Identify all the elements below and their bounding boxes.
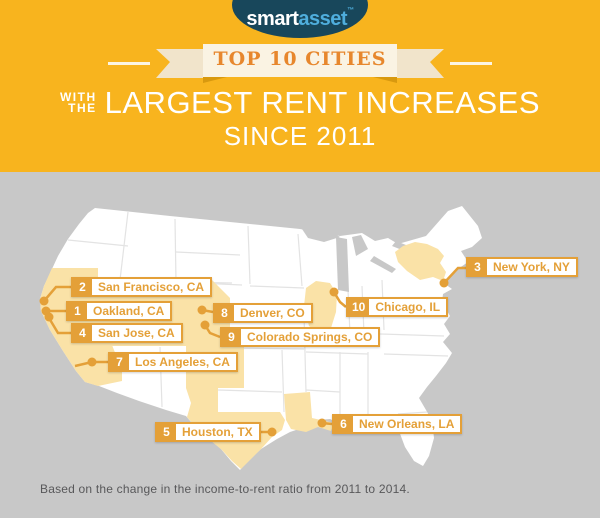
ribbon-right-dash xyxy=(450,62,492,65)
ribbon-left-fold xyxy=(203,77,227,83)
city-dot-4 xyxy=(44,312,54,322)
ribbon-panel xyxy=(203,44,397,77)
lake-superior xyxy=(302,226,340,242)
ribbon-right-fold xyxy=(373,77,397,83)
connector-line-2 xyxy=(43,285,71,302)
city-dot-7 xyxy=(87,357,97,367)
headline-prefix-line1: WITH xyxy=(59,90,97,104)
ribbon-right-tail xyxy=(397,49,444,78)
city-dot-5 xyxy=(267,427,277,437)
ribbon-left-dash xyxy=(108,62,150,65)
state-new-york xyxy=(395,242,446,281)
trademark-symbol: ™ xyxy=(347,7,354,14)
city-dot-2 xyxy=(39,296,49,306)
us-map xyxy=(39,206,482,470)
connector-line-4 xyxy=(47,317,71,335)
headline-prefix-line2: THE xyxy=(68,101,97,115)
ribbon-banner xyxy=(108,44,492,83)
headline-subtitle: SINCE 2011 xyxy=(223,121,377,151)
lake-huron xyxy=(352,235,368,256)
lake-erie xyxy=(370,256,396,273)
logo-word-asset: asset xyxy=(298,8,348,30)
connector-line-3 xyxy=(443,266,466,284)
connector-layer xyxy=(39,266,466,437)
city-dot-8 xyxy=(197,305,207,315)
ribbon-left-tail xyxy=(156,49,203,78)
headline-prefix: WITH THE xyxy=(59,90,97,115)
footnote: Based on the change in the income-to-ren… xyxy=(40,482,410,496)
headline-row: WITH THE LARGEST RENT INCREASES xyxy=(60,86,540,120)
banner-title: TOP 10 CITIES xyxy=(213,48,387,70)
city-dot-6 xyxy=(317,418,327,428)
map-section xyxy=(0,172,600,518)
smartasset-logo-text: smartasset™ xyxy=(246,7,354,30)
header-section: TOP 10 CITIES smartasset™ WITH THE LARGE… xyxy=(0,0,600,172)
city-dot-3 xyxy=(439,278,449,288)
city-dot-9 xyxy=(200,320,210,330)
headline-main: LARGEST RENT INCREASES xyxy=(104,85,540,120)
city-dot-10 xyxy=(329,287,339,297)
logo-word-smart: smart xyxy=(246,8,299,30)
headline: WITH THE LARGEST RENT INCREASES SINCE 20… xyxy=(0,86,600,152)
lake-michigan xyxy=(336,237,349,292)
